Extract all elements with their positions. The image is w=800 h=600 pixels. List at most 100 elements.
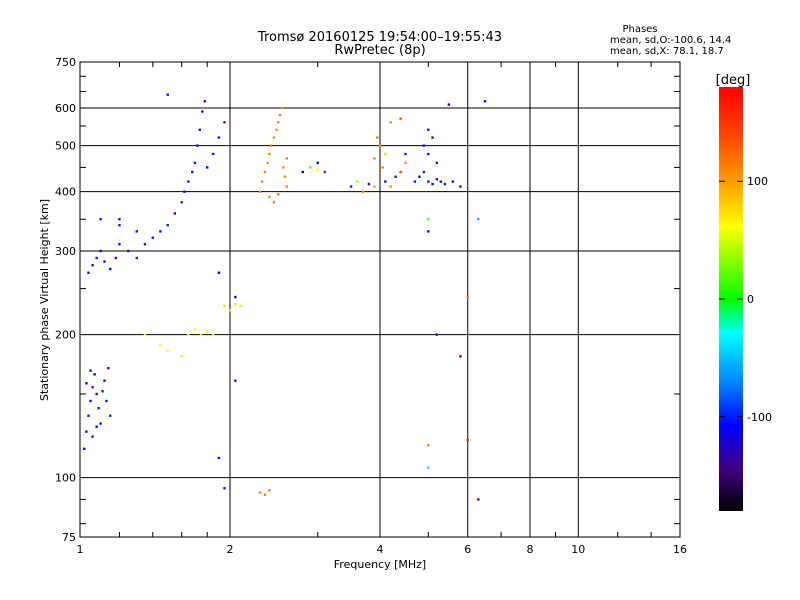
data-point: [263, 493, 267, 497]
data-point: [277, 193, 280, 196]
data-point: [427, 466, 430, 469]
data-point: [107, 366, 110, 370]
data-point: [239, 304, 242, 308]
data-point: [193, 161, 197, 165]
data-point: [301, 170, 305, 174]
data-point: [447, 103, 451, 106]
data-point: [373, 157, 376, 160]
data-point: [99, 249, 102, 253]
data-point: [89, 369, 92, 372]
colorbar-tick-label: 100: [747, 175, 768, 188]
data-point: [268, 195, 271, 199]
data-point: [427, 444, 430, 447]
data-point: [277, 121, 280, 124]
data-point: [384, 152, 387, 156]
y-axis-ticks: 75 100 200 300 400 500 600 750: [55, 56, 680, 544]
y-tick-label: 75: [62, 531, 76, 544]
data-point: [323, 170, 327, 174]
data-point: [135, 256, 138, 260]
data-point: [355, 180, 359, 183]
data-point: [399, 170, 402, 174]
data-point: [378, 144, 382, 147]
data-point: [95, 392, 98, 396]
data-point: [477, 218, 480, 221]
data-point: [427, 128, 430, 131]
data-point: [285, 185, 288, 188]
data-point: [85, 430, 88, 433]
data-point: [389, 185, 392, 188]
data-point: [217, 456, 221, 460]
data-point: [85, 382, 88, 385]
phases-x-mode: mean, sd,X: 78.1, 18.7: [610, 46, 724, 57]
data-point: [223, 304, 226, 308]
data-point: [97, 407, 100, 410]
y-tick-label: 400: [55, 186, 76, 199]
data-point: [361, 190, 365, 193]
data-point: [316, 168, 319, 171]
data-point: [103, 379, 106, 382]
data-point: [282, 166, 285, 169]
x-tick-label: 1: [77, 543, 84, 556]
grid-lines: [80, 62, 680, 537]
data-point: [89, 399, 92, 403]
data-point: [275, 128, 278, 131]
data-point: [166, 349, 169, 352]
data-point: [151, 236, 155, 239]
data-point: [166, 93, 169, 96]
data-point: [259, 491, 262, 494]
data-point: [435, 161, 438, 165]
data-point: [205, 166, 209, 169]
data-point: [418, 175, 421, 178]
data-point: [211, 333, 215, 336]
phases-o-mode: mean, sd,O:-100.6, 14.4: [610, 35, 731, 46]
data-point: [159, 344, 162, 347]
data-point: [259, 190, 262, 193]
data-point: [198, 128, 202, 131]
data-point: [234, 302, 237, 306]
data-point: [87, 271, 90, 274]
data-point: [260, 180, 264, 183]
data-point: [483, 100, 487, 103]
data-point: [381, 166, 384, 169]
data-point: [83, 447, 86, 451]
x-tick-label: 10: [571, 543, 585, 556]
data-point: [268, 152, 271, 156]
data-point: [91, 386, 94, 389]
data-point: [427, 218, 430, 221]
data-point: [272, 136, 276, 139]
data-point: [404, 152, 407, 156]
data-point: [135, 230, 138, 233]
y-tick-label: 500: [55, 140, 76, 153]
data-point: [272, 201, 276, 204]
colorbar-ticks: 100 0 -100: [719, 175, 772, 424]
data-point: [101, 390, 104, 393]
data-point: [431, 182, 434, 186]
data-point: [223, 121, 226, 124]
data-point: [103, 260, 106, 263]
data-point: [404, 161, 407, 165]
data-point: [173, 212, 177, 215]
data-point: [217, 271, 221, 274]
data-point: [159, 230, 162, 233]
data-point: [217, 136, 221, 139]
data-point: [143, 333, 147, 336]
x-tick-label: 2: [227, 543, 234, 556]
data-point: [413, 180, 417, 183]
data-point: [95, 256, 98, 260]
data-point: [427, 180, 430, 183]
x-axis-ticks: 1 2 4 6 8 10 16: [77, 62, 687, 556]
data-point: [180, 355, 183, 358]
x-tick-label: 8: [527, 543, 534, 556]
data-point: [278, 113, 282, 117]
data-point: [180, 201, 183, 204]
data-point: [191, 170, 194, 174]
data-point: [199, 333, 203, 336]
data-point: [316, 161, 319, 165]
data-point: [281, 106, 284, 110]
y-tick-label: 600: [55, 102, 76, 115]
data-point: [376, 136, 379, 139]
data-point: [196, 144, 199, 147]
data-point: [211, 152, 215, 156]
data-point: [183, 190, 186, 193]
colorbar-label: [deg]: [716, 73, 751, 88]
